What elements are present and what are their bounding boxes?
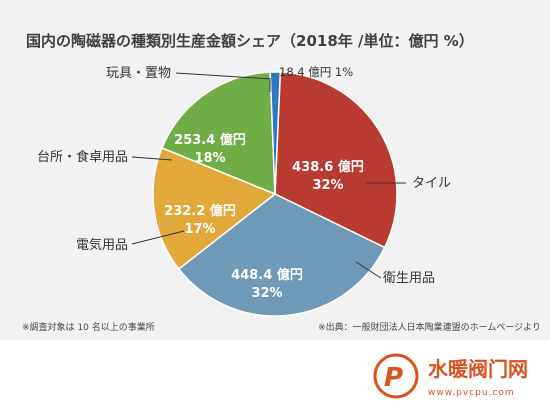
category-label-kitchen: 台所・食卓用品: [37, 149, 128, 165]
leader-line-sanitary: [355, 261, 382, 279]
value-label-kitchen: 253.4 億円: [174, 132, 246, 148]
value-label-toys: 18.4 億円 1%: [279, 65, 353, 79]
watermark-url: www.pvcpu.com: [428, 388, 515, 398]
percent-label-tile: 32%: [312, 178, 343, 193]
chart-title: 国内の陶磁器の種類別生産金額シェア（2018年 /単位：億円 %）: [26, 32, 474, 50]
value-label-tile: 438.6 億円: [292, 159, 364, 175]
percent-label-electrical: 17%: [184, 222, 215, 237]
pie-chart: 国内の陶磁器の種類別生産金額シェア（2018年 /単位：億円 %） 438.6 …: [22, 32, 541, 333]
pie-slice-toys: [269, 71, 282, 195]
leader-line-electrical: [131, 230, 185, 245]
category-label-toys: 玩具・置物: [106, 66, 171, 81]
category-label-electrical: 電気用品: [76, 237, 128, 253]
leader-line-kitchen: [131, 156, 173, 161]
pie-slices: [152, 71, 398, 317]
leader-line-toys: [175, 72, 272, 80]
leader-lines: [131, 72, 406, 279]
footnote-left: ※調査対象は 10 名以上の事業所: [22, 321, 155, 333]
category-label-tile: タイル: [412, 176, 451, 191]
watermark-brand: 水暖阀门网: [428, 357, 528, 381]
watermark: P 水暖阀门网 www.pvcpu.com: [0, 340, 550, 413]
footnote-right: ※出典：一般財団法人日本陶業連盟のホームページより: [318, 321, 541, 333]
pie-slice-kitchen: [161, 71, 276, 196]
percent-label-kitchen: 18%: [194, 151, 225, 166]
percent-label-sanitary: 32%: [251, 286, 282, 301]
pie-slice-tile: [274, 71, 398, 249]
watermark-logo: P 水暖阀门网 www.pvcpu.com: [373, 353, 528, 399]
pie-slice-electrical: [152, 147, 277, 271]
category-label-sanitary: 衛生用品: [383, 271, 435, 286]
pie-slice-sanitary: [177, 193, 386, 317]
logo-ring-icon: [373, 353, 419, 399]
logo-p-icon: P: [384, 363, 403, 393]
pie-labels: 438.6 億円 32% 448.4 億円 32% 232.2 億円 17% 253.4 億…: [37, 65, 451, 301]
value-label-electrical: 232.2 億円: [164, 203, 236, 219]
value-label-sanitary: 448.4 億円: [231, 267, 303, 283]
chart-panel: 国内の陶磁器の種類別生産金額シェア（2018年 /単位：億円 %） 438.6 …: [0, 0, 550, 340]
